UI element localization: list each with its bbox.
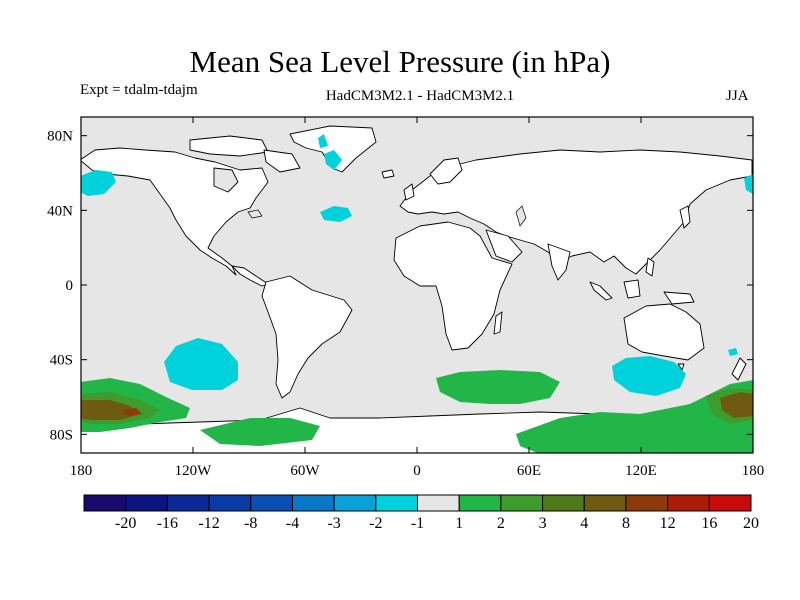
anomaly-cyan-south-indian (612, 356, 686, 396)
land-british-isles (403, 183, 415, 201)
colorbar-swatch (417, 494, 460, 512)
lat-tick-label: 80S (50, 427, 73, 443)
anomaly-brown-south-indian (720, 392, 753, 418)
land-sumatra (589, 281, 613, 301)
land-eurasia (399, 149, 753, 275)
colorbar-swatch (667, 494, 710, 512)
colorbar-label: 16 (701, 515, 717, 532)
lon-tick-label: 60W (290, 463, 320, 479)
land-india (547, 243, 571, 281)
lat-tick-label: 40S (50, 353, 73, 369)
experiment-label: Expt = tdalm-tdajm (80, 82, 198, 98)
land-tasmania (677, 363, 685, 371)
colorbar-swatch (500, 494, 544, 512)
hudson-bay (213, 167, 239, 193)
anomaly-cyan-greenland-b (324, 150, 342, 170)
lon-tick-label: 120W (175, 463, 213, 479)
colorbar-label: -16 (157, 515, 178, 532)
land-greenland (289, 125, 377, 173)
land-iceland (381, 169, 395, 179)
anomaly-green-south-atlantic (436, 370, 560, 404)
land-borneo (623, 279, 641, 299)
colorbar-swatch (166, 494, 210, 512)
land-africa (393, 221, 513, 351)
colorbar-label: -3 (327, 515, 340, 532)
lon-tick-label: 180 (742, 463, 765, 479)
colorbar-swatch (83, 494, 127, 512)
season-label: JJA (726, 88, 749, 104)
colorbar-label: 20 (743, 515, 759, 532)
chart-title: Mean Sea Level Pressure (in hPa) (189, 44, 611, 79)
land-arabia (485, 229, 523, 263)
colorbar-label: 1 (455, 515, 463, 532)
colorbar-swatch (625, 494, 669, 512)
colorbar-label: -20 (115, 515, 136, 532)
land-new-zealand (731, 357, 747, 381)
colorbar-label: -2 (369, 515, 382, 532)
lon-tick-label: 180 (70, 463, 93, 479)
lon-tick-label: 60E (517, 463, 541, 479)
colorbar-swatch (125, 494, 168, 512)
lat-tick-label: 80N (47, 129, 73, 145)
lon-tick-label: 0 (413, 463, 421, 479)
land-scandinavia (429, 157, 463, 185)
anomaly-brown-south-pacific (81, 400, 140, 420)
anomaly-cyan-tasman (728, 348, 738, 356)
land-baffin (263, 149, 301, 173)
anomaly-cyan-arctic-pacific (744, 174, 753, 194)
model-label: HadCM3M2.1 - HadCM3M2.1 (325, 88, 515, 104)
anomaly-cyan-north-atlantic (320, 206, 352, 222)
caspian-sea (515, 205, 527, 227)
land-philippines (645, 257, 655, 277)
colorbar-swatch (375, 494, 418, 512)
lon-tick-label: 120E (625, 463, 657, 479)
anomaly-cyan-greenland-a (318, 134, 328, 148)
land-new-guinea (663, 291, 695, 305)
anomaly-cyan-north-pacific (81, 170, 116, 196)
colorbar-label: 3 (539, 515, 547, 532)
anomaly-green-ross-sea (200, 418, 320, 446)
land-madagascar (493, 311, 503, 335)
colorbar-label: -12 (198, 515, 219, 532)
land-japan (679, 205, 691, 229)
land-south-america (261, 275, 353, 399)
colorbar-swatch (542, 494, 585, 512)
land-australia (623, 303, 705, 361)
great-lakes (247, 209, 263, 219)
colorbar-swatch (708, 494, 752, 512)
lat-tick-label: 40N (47, 203, 73, 219)
colorbar-label: -8 (244, 515, 257, 532)
colorbar-label: 8 (622, 515, 630, 532)
pressure-anomaly-regions (81, 134, 753, 453)
colorbar-swatch (208, 494, 252, 512)
lat-tick-label: 0 (66, 278, 74, 294)
colorbar-swatch (583, 494, 627, 512)
colorbar-swatch (458, 494, 502, 512)
land-arctic-islands (189, 135, 269, 157)
colorbar-label: 12 (660, 515, 676, 532)
colorbar-swatch (291, 494, 335, 512)
colorbar-label: 2 (497, 515, 505, 532)
colorbar-label: -4 (286, 515, 299, 532)
colorbar-label: 4 (580, 515, 588, 532)
colorbar-label: -1 (411, 515, 424, 532)
colorbar-swatch (333, 494, 377, 512)
anomaly-rust-core (122, 408, 142, 416)
anomaly-green-indian-antarctic (516, 380, 753, 453)
colorbar-swatch (250, 494, 293, 512)
anomaly-cyan-south-pacific (164, 338, 238, 390)
